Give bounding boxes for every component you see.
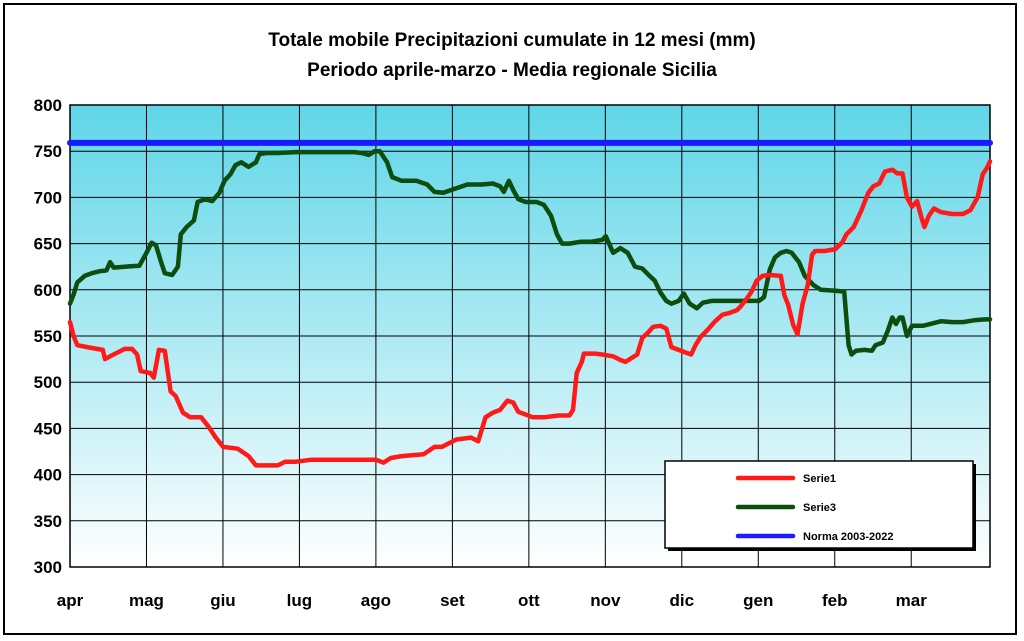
legend-label: Serie3 xyxy=(803,502,836,514)
x-tick-label: apr xyxy=(57,591,84,610)
legend-label: Norma 2003-2022 xyxy=(803,531,894,543)
chart-subtitle: Periodo aprile-marzo - Media regionale S… xyxy=(307,60,717,81)
y-tick-label: 400 xyxy=(34,466,62,485)
legend-box xyxy=(664,460,974,549)
x-tick-label: ott xyxy=(518,591,540,610)
x-tick-label: ago xyxy=(361,591,391,610)
y-tick-label: 650 xyxy=(34,235,62,254)
x-tick-label: mag xyxy=(129,591,164,610)
legend-label: Serie1 xyxy=(803,473,836,485)
series-line-serie3 xyxy=(67,148,993,357)
y-tick-label: 500 xyxy=(34,373,62,392)
x-tick-label: dic xyxy=(670,591,695,610)
chart-title: Totale mobile Precipitazioni cumulate in… xyxy=(268,30,756,51)
y-tick-label: 350 xyxy=(34,512,62,531)
legend: Serie1 Serie3 Norma 2003-2022 xyxy=(664,460,976,551)
y-tick-label: 450 xyxy=(34,419,62,438)
y-tick-label: 750 xyxy=(34,142,62,161)
x-tick-label: nov xyxy=(590,591,621,610)
x-tick-label: mar xyxy=(896,591,928,610)
plot-border xyxy=(69,104,991,568)
x-tick-label: feb xyxy=(822,591,848,610)
y-tick-label: 600 xyxy=(34,281,62,300)
x-tick-label: giu xyxy=(210,591,236,610)
series-line-serie1 xyxy=(67,159,993,468)
y-tick-label: 700 xyxy=(34,188,62,207)
x-tick-label: lug xyxy=(287,591,313,610)
series-layer xyxy=(67,139,993,468)
axes: 300 350 400 450 500 550 600 650 700 750 800 apr mag g… xyxy=(34,96,991,610)
x-tick-label: set xyxy=(440,591,465,610)
y-tick-label: 550 xyxy=(34,327,62,346)
x-tick-label: gen xyxy=(743,591,773,610)
y-tick-label: 800 xyxy=(34,96,62,115)
y-tick-label: 300 xyxy=(34,558,62,577)
